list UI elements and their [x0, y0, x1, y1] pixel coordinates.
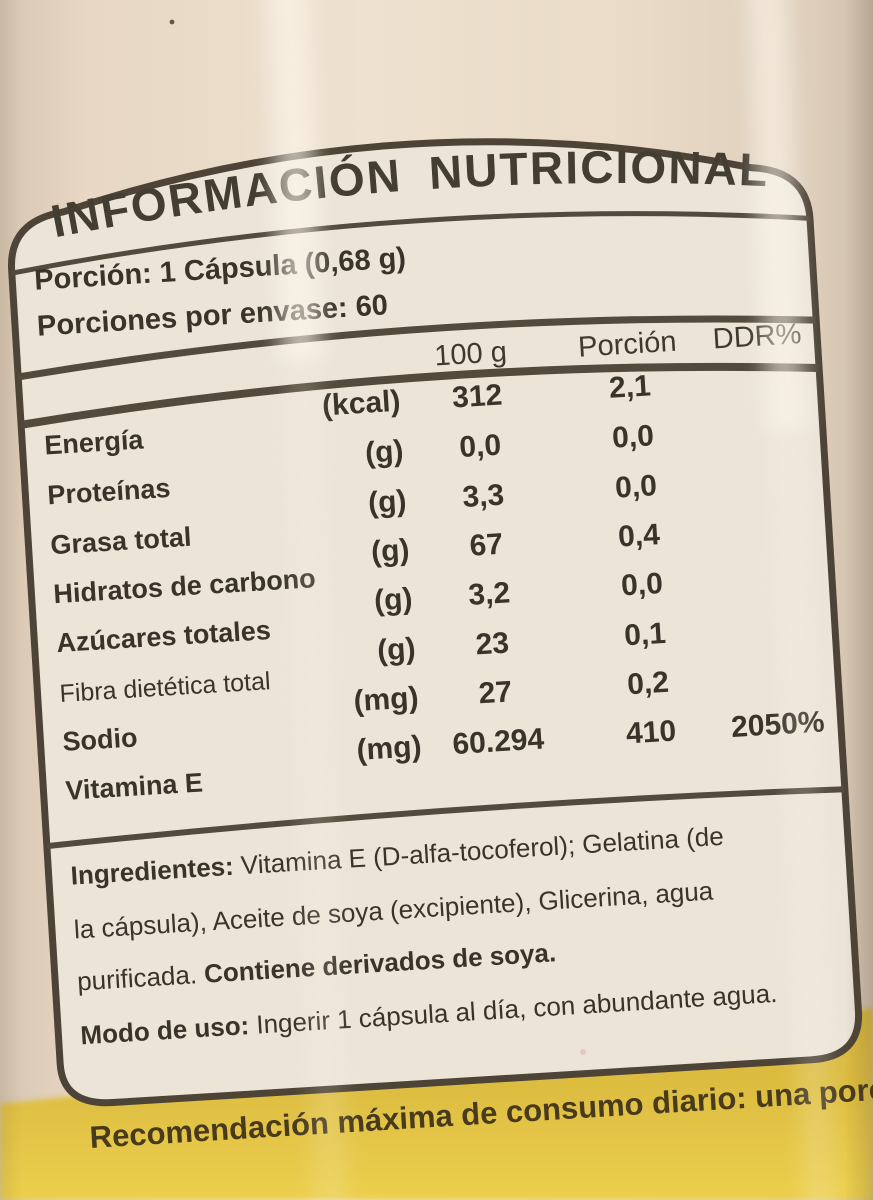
- nutrient-per100: 0,0: [458, 429, 502, 464]
- column-header-portion: Porción: [577, 326, 677, 364]
- nutrient-unit: (kcal): [321, 385, 401, 423]
- right-edge-shadow: [845, 0, 873, 1200]
- nutrient-unit: (g): [373, 582, 413, 617]
- glare-streak-right: [735, 0, 850, 1200]
- nutrient-portion: 0,0: [611, 419, 655, 454]
- nutrient-unit: (mg): [353, 681, 420, 718]
- nutrient-name: Sodio: [62, 722, 139, 757]
- nutrient-portion: 410: [625, 714, 677, 750]
- nutrient-portion: 0,0: [620, 567, 664, 602]
- nutrient-per100: 67: [469, 528, 504, 563]
- rule-under-table: [46, 786, 845, 850]
- nutrient-unit: (g): [364, 435, 404, 470]
- nutrient-portion: 0,4: [617, 518, 661, 554]
- nutrient-per100: 3,3: [461, 479, 505, 514]
- nutrient-unit: (g): [376, 632, 416, 667]
- nutrient-per100: 312: [451, 378, 503, 414]
- label-blemish: [580, 1049, 586, 1055]
- nutrient-per100: 3,2: [467, 576, 511, 611]
- nutrient-unit: (g): [367, 485, 407, 520]
- label-group: INFORMACIÓN NUTRICIONAL Porción: 1 Cápsu…: [8, 126, 873, 1155]
- left-edge-shadow: [0, 0, 22, 1200]
- glare-streak-left: [255, 0, 361, 1200]
- nutrient-per100: 23: [475, 627, 510, 662]
- column-header-per100: 100 g: [433, 336, 507, 372]
- nutrient-per100: 27: [478, 675, 513, 710]
- nutrient-unit: (mg): [356, 730, 423, 767]
- nutrient-portion: 0,2: [626, 666, 670, 701]
- rule-under-title: [11, 211, 811, 276]
- dust-speck: [169, 19, 175, 25]
- nutrient-name: Proteínas: [47, 473, 172, 510]
- nutrient-portion: 0,1: [623, 617, 667, 652]
- nutrient-name: Energía: [43, 424, 145, 460]
- nutrient-portion: 2,1: [608, 369, 652, 404]
- nutrient-portion: 0,0: [614, 469, 658, 504]
- rule-under-serving: [17, 315, 817, 381]
- nutrient-per100: 60.294: [452, 723, 546, 762]
- rule-under-columns: [20, 362, 820, 429]
- nutrient-unit: (g): [370, 533, 410, 568]
